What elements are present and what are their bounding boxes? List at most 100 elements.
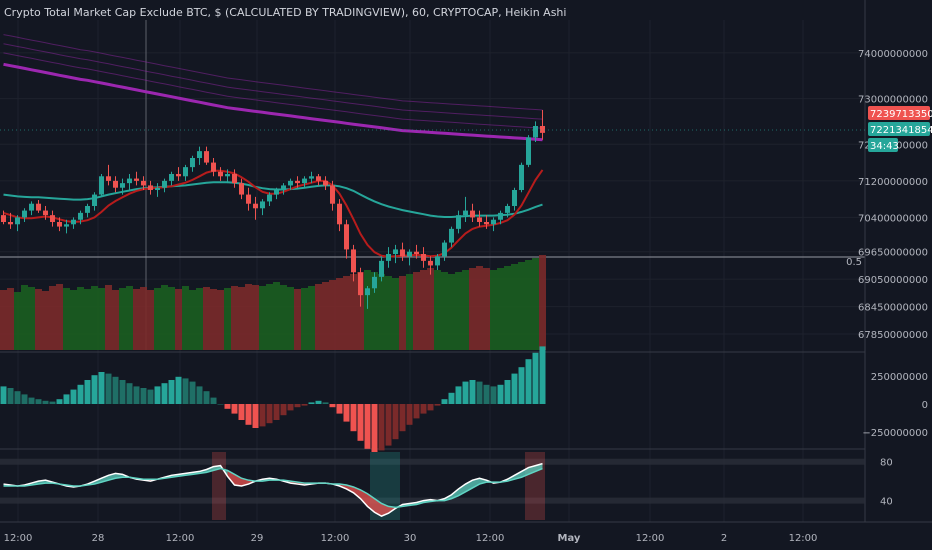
- price-tick-label: 69050000000: [858, 275, 928, 286]
- candle-body: [358, 272, 363, 296]
- volume-bar: [525, 260, 532, 350]
- time-tick-label: 30: [404, 533, 417, 544]
- histogram-tick-label: −250000000: [862, 428, 928, 439]
- ma-mid-line: [3, 181, 543, 218]
- osc-fast-line: [3, 462, 543, 517]
- histogram-bar: [231, 404, 238, 414]
- histogram-bar: [378, 404, 385, 451]
- histogram-bar: [70, 389, 77, 404]
- time-tick-label: 29: [251, 533, 264, 544]
- price-tick-label: 74000000000: [858, 49, 928, 60]
- histogram-bar: [28, 397, 35, 404]
- histogram-bar: [280, 404, 287, 416]
- candle-body: [246, 194, 251, 204]
- volume-bar: [77, 287, 84, 350]
- candle-body: [295, 180, 300, 184]
- volume-bar: [210, 289, 217, 350]
- histogram-bar: [497, 384, 504, 404]
- candle-body: [344, 224, 349, 250]
- candle-body: [526, 137, 531, 165]
- volume-bar: [91, 286, 98, 350]
- candle-body: [29, 203, 34, 211]
- candle-body: [540, 126, 545, 133]
- histogram-bar: [294, 404, 301, 408]
- volume-bar: [490, 270, 497, 350]
- candle-body: [50, 215, 55, 222]
- volume-bar: [532, 258, 539, 350]
- candle-body: [421, 254, 426, 261]
- histogram-bar: [462, 381, 469, 404]
- histogram-bar: [175, 376, 182, 404]
- histogram-bar: [84, 380, 91, 404]
- volume-bar: [7, 288, 14, 350]
- histogram-bar: [518, 367, 525, 404]
- histogram-bar: [35, 399, 42, 404]
- histogram-bar: [308, 402, 315, 404]
- volume-bar: [455, 272, 462, 350]
- candle-body: [351, 249, 356, 273]
- histogram-bar: [217, 404, 224, 405]
- volume-bar: [105, 285, 112, 350]
- candle-body: [141, 180, 146, 186]
- volume-bar: [350, 274, 357, 350]
- candle-body: [78, 212, 83, 220]
- histogram-bar: [504, 380, 511, 404]
- candle-body: [281, 185, 286, 190]
- volume-bar: [217, 290, 224, 350]
- chart-title: Crypto Total Market Cap Exclude BTC, $ (…: [4, 6, 567, 19]
- volume-bar: [266, 284, 273, 350]
- time-axis[interactable]: 12:00 28 12:00 29 12:00 30 12:00 May 12:00 2 12:00: [4, 533, 818, 544]
- histogram-bar: [161, 383, 168, 404]
- volume-bar: [462, 270, 469, 350]
- candle-body: [428, 260, 433, 266]
- candle-body: [106, 176, 111, 181]
- time-tick-label: 12:00: [636, 533, 665, 544]
- volume-bar: [154, 288, 161, 350]
- candle-body: [204, 151, 209, 163]
- histogram-bar: [364, 404, 371, 449]
- volume-bar: [483, 268, 490, 350]
- volume-bar: [469, 268, 476, 350]
- histogram-bar: [77, 384, 84, 404]
- volume-bar: [175, 289, 182, 350]
- volume-bar: [315, 284, 322, 350]
- candle-body: [400, 249, 405, 257]
- histogram-bar: [357, 404, 364, 441]
- fib-level-label: 0.5: [846, 257, 862, 268]
- time-tick-label: May: [558, 533, 581, 544]
- volume-bar: [399, 276, 406, 350]
- candle-body: [8, 222, 13, 225]
- osc-zone-highlight: [525, 452, 545, 520]
- oscillator-tick-label: 80: [880, 458, 893, 469]
- volume-bar: [133, 289, 140, 350]
- histogram-tick-label: 250000000: [871, 372, 928, 383]
- candle-body: [372, 276, 377, 289]
- candle-body: [197, 151, 202, 158]
- candles[interactable]: [1, 110, 545, 309]
- candle-body: [36, 203, 41, 211]
- candle-body: [330, 185, 335, 204]
- volume-bar: [343, 276, 350, 350]
- histogram-bar: [196, 386, 203, 404]
- histogram-bar: [385, 404, 392, 446]
- volume-bar: [476, 266, 483, 350]
- histogram-bar: [105, 373, 112, 404]
- candle-body: [232, 174, 237, 184]
- histogram-bar: [0, 386, 7, 404]
- histogram-bar: [154, 386, 161, 404]
- histogram-bar: [266, 404, 273, 424]
- volume-bar: [420, 270, 427, 350]
- candle-body: [43, 210, 48, 216]
- histogram-bar: [56, 399, 63, 404]
- candle-body: [302, 178, 307, 184]
- volume-bar: [441, 272, 448, 350]
- histogram-bar: [434, 404, 441, 406]
- volume-bar: [336, 278, 343, 350]
- candle-body: [134, 178, 139, 181]
- volume-bar: [196, 288, 203, 350]
- histogram-bar: [49, 401, 56, 404]
- histogram-bar: [140, 388, 147, 404]
- price-tick-label: 67850000000: [858, 330, 928, 341]
- histogram-bar: [126, 383, 133, 404]
